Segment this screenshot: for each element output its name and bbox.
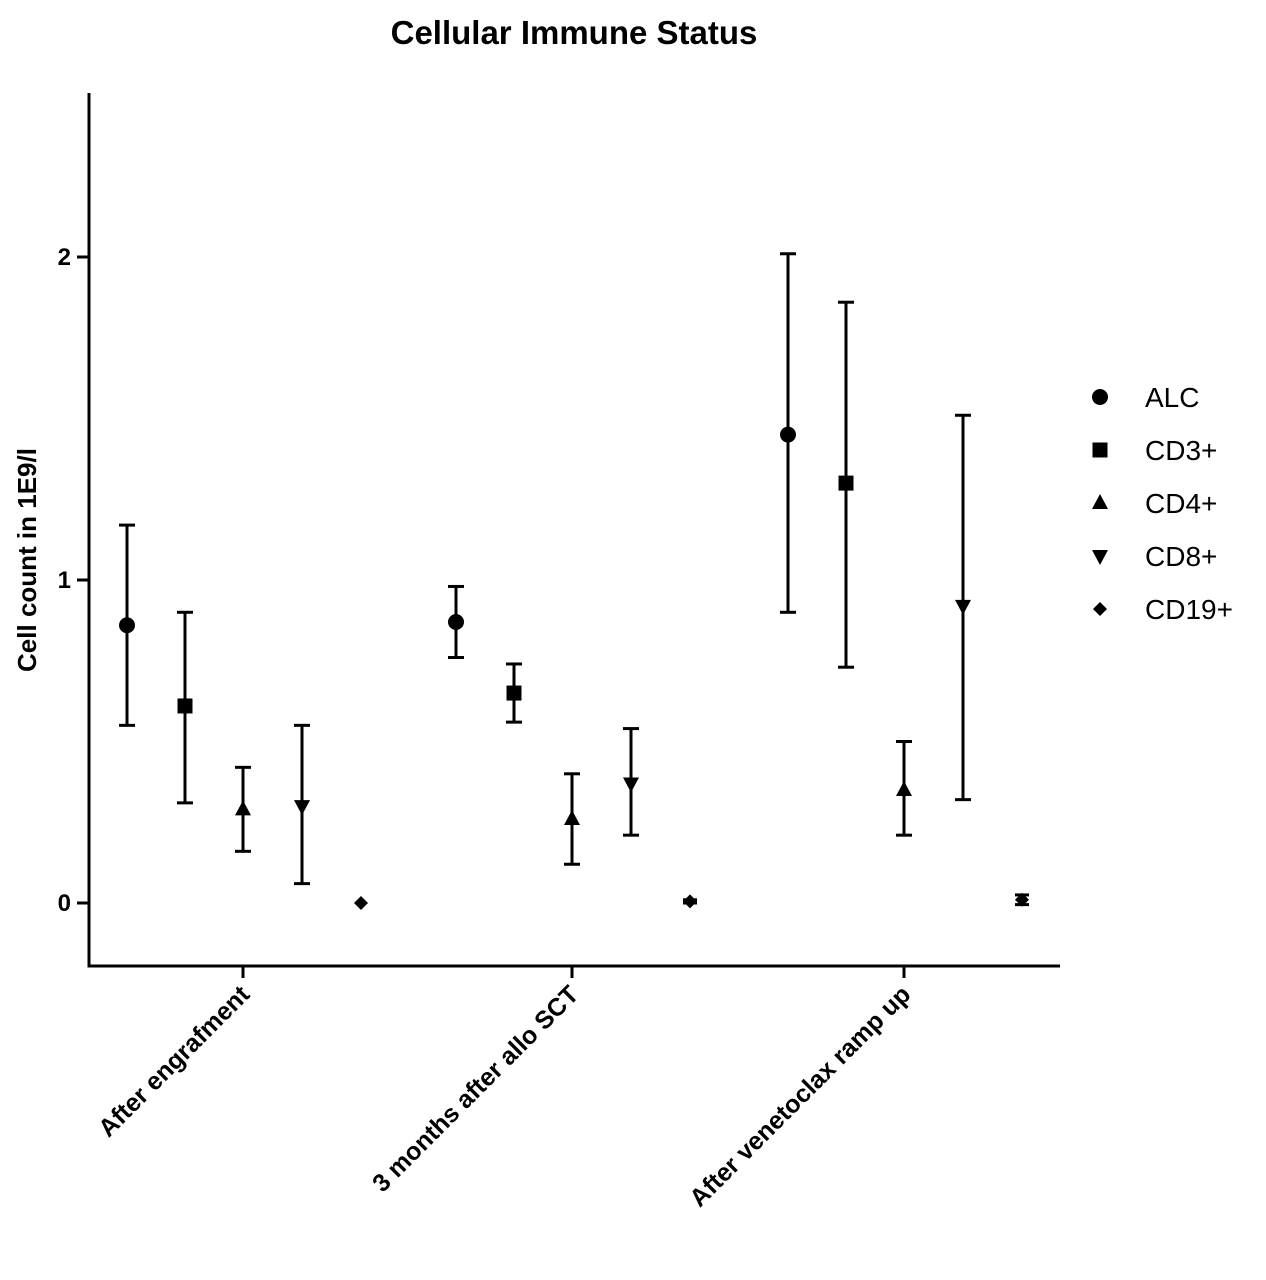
legend-label: ALC: [1145, 382, 1199, 413]
data-point: [955, 599, 971, 615]
chart-title: Cellular Immune Status: [391, 14, 758, 51]
data-point: [896, 780, 912, 796]
legend-marker: [1092, 389, 1108, 405]
data-point: [838, 475, 854, 491]
data-point: [506, 685, 522, 701]
legend-label: CD4+: [1145, 488, 1217, 519]
data-point: [235, 800, 251, 816]
legend-marker: [1093, 602, 1107, 616]
series-cd4-plus: [235, 740, 912, 866]
series-cd3-plus: [177, 300, 854, 805]
legend: ALC CD3+ CD4+ CD8+ CD19+: [1092, 382, 1233, 625]
legend-marker: [1092, 550, 1108, 565]
data-point: [683, 894, 697, 909]
data-point: [448, 613, 464, 630]
series-alc: [119, 252, 796, 727]
y-tick-label: 0: [58, 890, 71, 917]
legend-label: CD3+: [1145, 435, 1217, 466]
data-point: [354, 896, 368, 910]
series-cd19-plus: [354, 892, 1029, 910]
y-ticks: 0 1 2: [58, 244, 89, 917]
data-point: [177, 698, 193, 714]
data-point: [564, 810, 580, 826]
data-point: [623, 777, 639, 793]
x-tick-label: After venetoclax ramp up: [684, 980, 916, 1212]
series-cd8-plus: [294, 413, 971, 886]
x-tick-label: 3 months after allo SCT: [367, 980, 584, 1197]
legend-marker: [1092, 494, 1108, 509]
legend-label: CD19+: [1145, 594, 1233, 625]
axes: [87, 93, 1060, 968]
data-point: [294, 800, 310, 816]
legend-marker: [1092, 442, 1108, 458]
y-tick-label: 1: [58, 567, 71, 594]
y-tick-label: 2: [58, 244, 71, 271]
x-tick-label: After engrafment: [93, 980, 256, 1143]
data-point: [119, 617, 135, 634]
y-axis-label: Cell count in 1E9/l: [12, 448, 42, 672]
series-group: [119, 252, 1029, 910]
data-point: [780, 426, 796, 443]
legend-label: CD8+: [1145, 541, 1217, 572]
x-ticks: After engrafment 3 months after allo SCT A…: [93, 966, 916, 1212]
data-point: [1015, 892, 1029, 907]
